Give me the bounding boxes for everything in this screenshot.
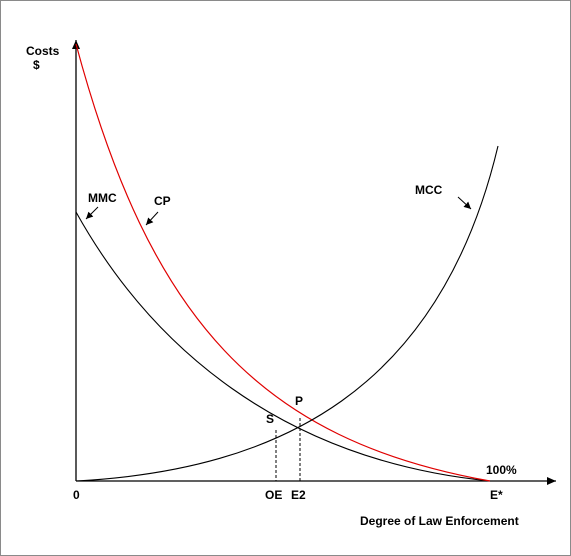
mcc-pointer-arrow	[457, 196, 472, 210]
mmc-curve	[75, 211, 491, 482]
y-axis-label-costs: Costs	[26, 44, 60, 58]
point-p-label: P	[295, 394, 303, 408]
point-s-label: S	[266, 412, 274, 426]
cp-curve	[75, 43, 491, 482]
percent-label: 100%	[486, 463, 517, 477]
y-axis-label-dollar: $	[33, 58, 40, 72]
cp-pointer-arrow	[145, 211, 159, 226]
cp-label: CP	[154, 194, 171, 208]
mmc-label: MMC	[88, 191, 117, 205]
x-axis-label: Degree of Law Enforcement	[360, 514, 519, 528]
e2-tick-label: E2	[291, 488, 306, 502]
origin-label: 0	[73, 488, 80, 502]
mmc-pointer-arrow	[85, 206, 99, 220]
oe-tick-label: OE	[265, 488, 282, 502]
mcc-curve	[75, 145, 499, 482]
mcc-label: MCC	[415, 183, 443, 197]
estar-tick-label: E*	[490, 488, 503, 502]
